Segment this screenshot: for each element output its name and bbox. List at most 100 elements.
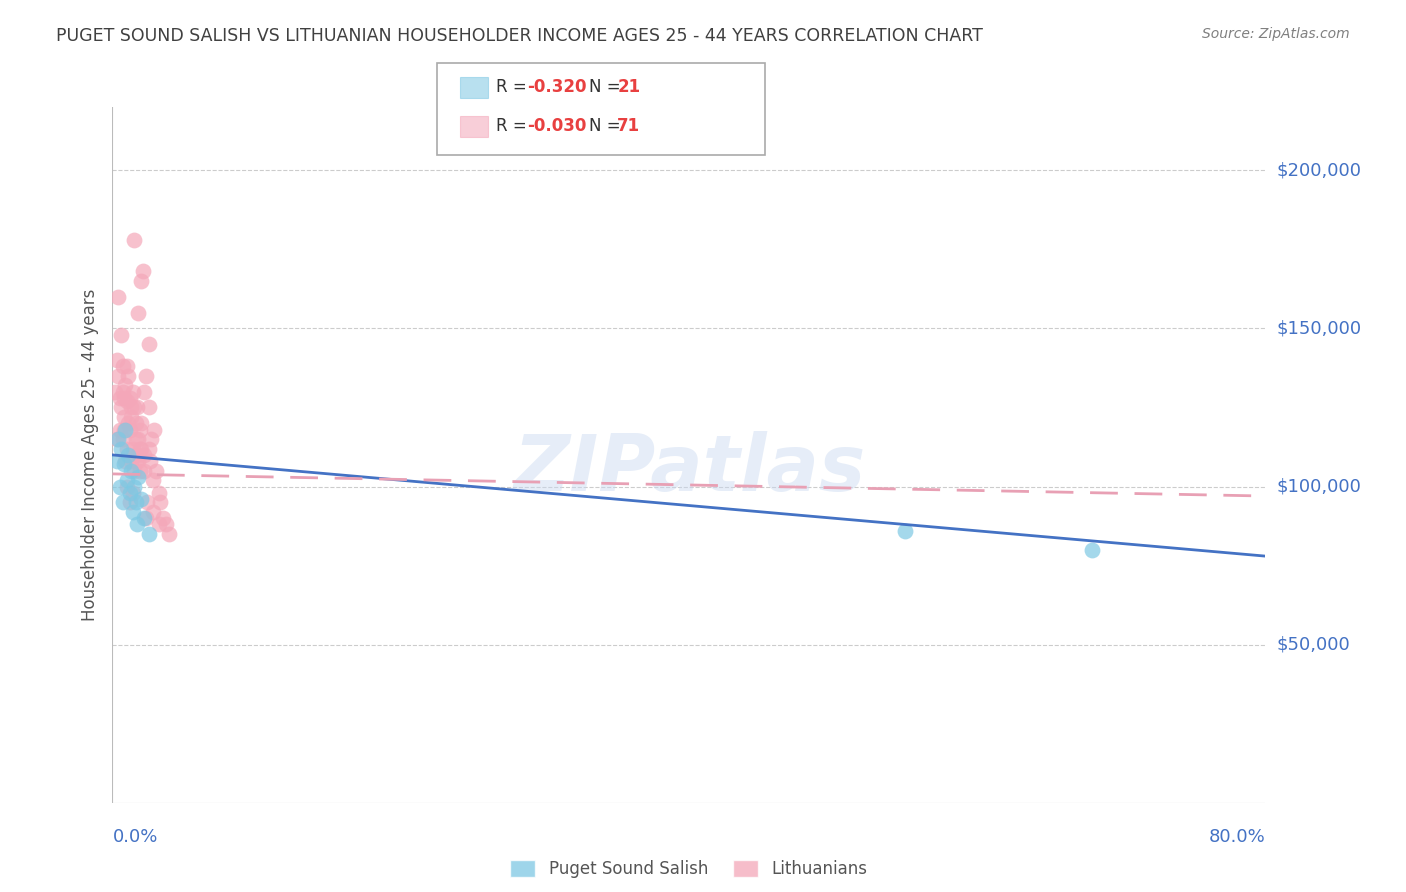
Text: N =: N = — [589, 78, 626, 95]
Point — [124, 454, 146, 468]
Point — [114, 423, 136, 437]
Point — [112, 423, 135, 437]
Point — [894, 524, 917, 538]
Point — [125, 448, 148, 462]
Point — [127, 305, 149, 319]
Point — [107, 368, 129, 383]
Point — [110, 442, 132, 456]
Point — [121, 384, 143, 399]
Point — [114, 454, 136, 468]
Point — [121, 486, 143, 500]
Text: $100,000: $100,000 — [1277, 477, 1361, 496]
Text: N =: N = — [589, 117, 626, 135]
Point — [129, 442, 153, 456]
Text: $50,000: $50,000 — [1277, 636, 1350, 654]
Point — [152, 511, 174, 525]
Point — [115, 394, 138, 409]
Point — [134, 464, 156, 478]
Point — [141, 432, 163, 446]
Point — [138, 442, 160, 456]
Point — [129, 417, 153, 431]
Point — [134, 511, 156, 525]
Point — [134, 448, 156, 462]
Point — [105, 432, 128, 446]
Point — [129, 492, 153, 507]
Point — [127, 454, 149, 468]
Point — [148, 486, 170, 500]
Point — [118, 391, 141, 405]
Point — [107, 290, 129, 304]
Point — [117, 368, 139, 383]
Point — [145, 464, 167, 478]
Point — [112, 391, 135, 405]
Point — [148, 517, 170, 532]
Point — [129, 274, 153, 288]
Point — [125, 401, 148, 415]
Point — [118, 486, 141, 500]
Point — [128, 423, 150, 437]
Text: $150,000: $150,000 — [1277, 319, 1361, 337]
Point — [128, 442, 150, 456]
Point — [118, 423, 141, 437]
Text: -0.030: -0.030 — [527, 117, 586, 135]
Point — [105, 353, 128, 368]
Point — [124, 417, 146, 431]
Point — [122, 233, 145, 247]
Point — [111, 359, 134, 374]
Point — [1081, 542, 1104, 557]
Point — [107, 432, 129, 446]
Point — [138, 337, 160, 351]
Point — [135, 511, 157, 525]
Point — [115, 442, 138, 456]
Y-axis label: Householder Income Ages 25 - 44 years: Householder Income Ages 25 - 44 years — [80, 289, 98, 621]
Point — [134, 384, 156, 399]
Point — [115, 473, 138, 487]
Point — [108, 391, 131, 405]
Text: 0.0%: 0.0% — [112, 828, 157, 846]
Point — [121, 505, 143, 519]
Point — [120, 401, 142, 415]
Point — [105, 454, 128, 468]
Point — [114, 378, 136, 392]
Point — [122, 464, 145, 478]
Point — [108, 479, 131, 493]
Text: PUGET SOUND SALISH VS LITHUANIAN HOUSEHOLDER INCOME AGES 25 - 44 YEARS CORRELATI: PUGET SOUND SALISH VS LITHUANIAN HOUSEHO… — [56, 27, 983, 45]
Point — [132, 264, 155, 278]
Point — [111, 384, 134, 399]
Point — [135, 368, 157, 383]
Text: Source: ZipAtlas.com: Source: ZipAtlas.com — [1202, 27, 1350, 41]
Text: 21: 21 — [617, 78, 640, 95]
Point — [138, 401, 160, 415]
Point — [155, 517, 177, 532]
Point — [111, 495, 134, 509]
Point — [128, 464, 150, 478]
Point — [111, 432, 134, 446]
Point — [125, 517, 148, 532]
Point — [124, 495, 146, 509]
Text: 71: 71 — [617, 117, 640, 135]
Point — [124, 432, 146, 446]
Text: R =: R = — [496, 78, 533, 95]
Point — [120, 454, 142, 468]
Point — [120, 409, 142, 424]
Point — [110, 327, 132, 342]
Point — [117, 417, 139, 431]
Text: -0.320: -0.320 — [527, 78, 586, 95]
Point — [127, 470, 149, 484]
Text: $200,000: $200,000 — [1277, 161, 1361, 179]
Point — [112, 458, 135, 472]
Point — [142, 473, 165, 487]
Point — [136, 495, 159, 509]
Point — [118, 495, 141, 509]
Point — [104, 384, 127, 399]
Point — [117, 448, 139, 462]
Point — [122, 401, 145, 415]
Text: ZIPatlas: ZIPatlas — [513, 431, 865, 507]
Point — [115, 359, 138, 374]
Point — [138, 527, 160, 541]
Point — [142, 505, 165, 519]
Point — [122, 479, 145, 493]
Point — [149, 495, 172, 509]
Text: 80.0%: 80.0% — [1209, 828, 1265, 846]
Point — [157, 527, 180, 541]
